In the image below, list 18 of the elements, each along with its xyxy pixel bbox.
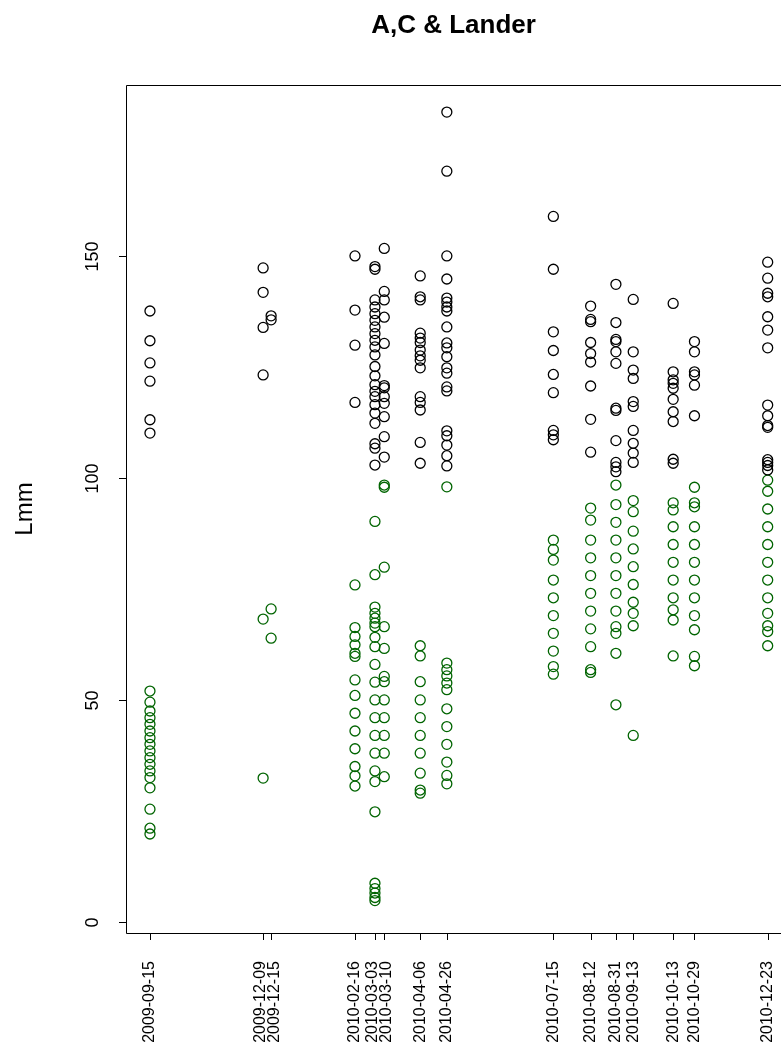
x-tick-label: 2010-12-23 (758, 960, 776, 1043)
x-tick-label: 2010-03-10 (377, 960, 395, 1043)
x-tick-label: 2010-08-12 (581, 960, 599, 1043)
y-tick-label: 150 (81, 241, 102, 272)
x-tick-label: 2010-10-29 (684, 960, 702, 1043)
x-tick-label: 2010-04-06 (410, 960, 428, 1043)
y-tick-label: 50 (81, 690, 102, 711)
x-tick-label: 2010-04-26 (437, 960, 455, 1043)
x-tick-label: 2010-02-16 (345, 960, 363, 1043)
x-tick-label: 2010-07-15 (543, 960, 561, 1043)
x-tick-label: 2010-08-31 (606, 960, 624, 1043)
y-tick-label: 100 (81, 463, 102, 494)
chart-title: A,C & Lander (371, 9, 536, 40)
x-tick-label: 2009-09-15 (140, 960, 158, 1043)
x-tick-label: 2010-09-13 (623, 960, 641, 1043)
y-tick-label: 0 (81, 917, 102, 928)
y-axis-title: Lmm (9, 482, 37, 536)
x-tick-label: 2010-10-13 (663, 960, 681, 1043)
